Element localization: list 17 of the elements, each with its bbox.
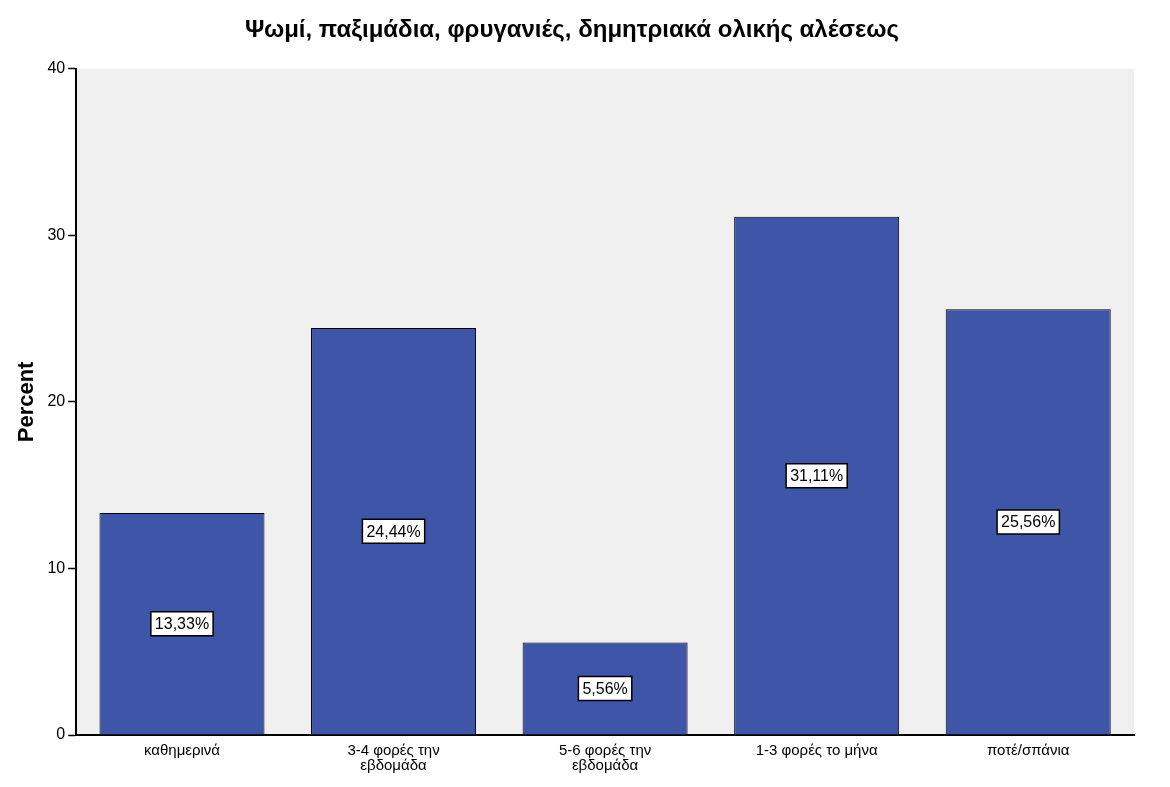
data-label: 24,44% (366, 522, 421, 540)
data-label: 13,33% (154, 615, 210, 633)
y-tick-label: 10 (47, 558, 66, 576)
x-tick-label: καθημερινά (143, 740, 221, 758)
x-tick-label: 3-4 φορές την εβδομάδα (347, 740, 440, 773)
y-axis-title: Percent (13, 360, 39, 443)
data-label: 31,11% (790, 467, 844, 485)
x-tick-label: 5-6 φορές την εβδομάδα (558, 740, 652, 773)
x-tick-label: ποτέ/σπάνια (986, 740, 1070, 758)
chart-title: Ψωμί, παξιμάδια, φρυγανιές, δημητριακά ολικής αλέσεως (244, 15, 900, 43)
data-label: 25,56% (1001, 513, 1056, 531)
y-tick-label: 20 (47, 392, 66, 410)
y-tick-label: 0 (56, 725, 66, 743)
x-tick-label: 1-3 φορές το μήνα (755, 740, 878, 758)
data-label: 5,56% (582, 679, 628, 697)
y-tick-label: 40 (47, 59, 66, 77)
y-tick-label: 30 (47, 225, 66, 243)
